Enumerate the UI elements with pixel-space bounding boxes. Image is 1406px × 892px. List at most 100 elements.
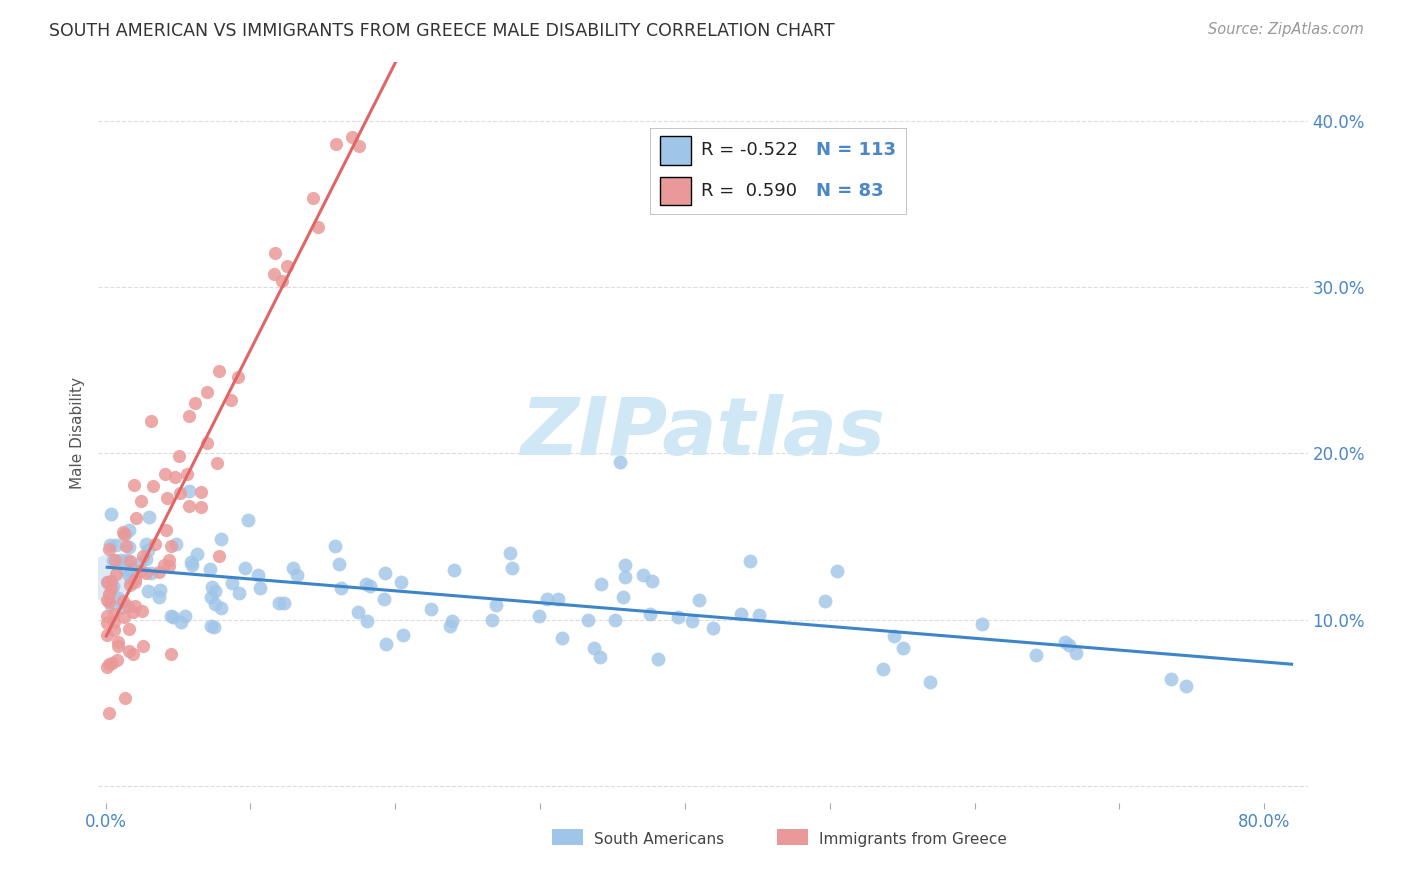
Point: [103, 615, 125, 629]
Text: ZIPatlas: ZIPatlas: [520, 393, 886, 472]
Point: [307, 219, 329, 234]
Point: [439, 619, 461, 633]
Point: [97, 541, 120, 556]
Point: [114, 691, 136, 706]
Point: [101, 656, 124, 670]
Point: [160, 609, 183, 624]
Point: [204, 584, 226, 599]
Point: [104, 553, 127, 567]
Point: [302, 191, 325, 205]
Point: [263, 245, 285, 260]
Point: [501, 561, 523, 575]
Point: [111, 525, 134, 540]
Point: [190, 500, 212, 514]
Point: [121, 605, 143, 619]
Point: [485, 598, 508, 612]
Point: [373, 592, 395, 607]
Point: [155, 467, 177, 482]
Point: [419, 602, 441, 616]
Point: [124, 572, 146, 586]
Point: [142, 478, 165, 492]
Point: [285, 568, 308, 582]
Point: [115, 539, 138, 553]
Point: [148, 565, 170, 579]
Point: [702, 621, 724, 635]
Point: [200, 618, 222, 632]
Point: [323, 539, 346, 553]
Point: [114, 527, 136, 541]
Point: [347, 605, 370, 619]
Point: [135, 566, 157, 581]
Point: [527, 608, 550, 623]
Point: [389, 575, 412, 590]
Point: [170, 615, 193, 629]
Point: [145, 537, 167, 551]
Point: [165, 537, 187, 551]
Point: [184, 395, 207, 409]
Point: [121, 647, 143, 661]
Text: N = 83: N = 83: [817, 182, 884, 200]
Point: [204, 597, 226, 611]
Point: [160, 539, 183, 553]
Point: [141, 414, 163, 428]
Point: [122, 478, 145, 492]
Point: [117, 599, 139, 613]
Point: [374, 566, 396, 581]
Point: [233, 561, 256, 575]
Point: [893, 640, 915, 655]
Point: [276, 260, 298, 274]
Point: [273, 596, 295, 610]
Point: [195, 436, 218, 450]
Point: [135, 536, 157, 550]
Point: [249, 581, 271, 595]
Point: [156, 491, 179, 505]
Point: [103, 607, 125, 622]
Point: [200, 590, 222, 604]
Point: [177, 499, 200, 513]
Point: [112, 527, 135, 541]
Point: [190, 485, 212, 500]
Point: [96, 616, 118, 631]
Point: [129, 557, 152, 571]
Point: [162, 609, 184, 624]
Point: [149, 582, 172, 597]
Point: [132, 639, 155, 653]
Point: [160, 648, 183, 662]
Point: [681, 614, 703, 628]
Point: [688, 593, 710, 607]
Point: [148, 590, 170, 604]
Point: [131, 549, 153, 563]
Point: [118, 567, 141, 582]
Point: [103, 579, 125, 593]
Point: [112, 609, 135, 624]
Point: [209, 532, 232, 546]
Point: [226, 369, 249, 384]
Point: [208, 364, 231, 378]
Point: [883, 629, 905, 643]
Point: [98, 571, 121, 585]
Point: [101, 553, 124, 567]
Point: [157, 558, 180, 573]
Point: [122, 562, 145, 576]
FancyBboxPatch shape: [659, 136, 690, 164]
Point: [340, 130, 363, 145]
Point: [180, 558, 202, 573]
Point: [228, 586, 250, 600]
Point: [1025, 648, 1047, 663]
Point: [195, 385, 218, 400]
Point: [96, 574, 118, 589]
Point: [100, 598, 122, 612]
Point: [356, 615, 378, 629]
Point: [359, 579, 381, 593]
Point: [121, 562, 143, 576]
Point: [536, 591, 558, 606]
Point: [141, 566, 163, 581]
Point: [209, 600, 232, 615]
Text: Immigrants from Greece: Immigrants from Greece: [818, 832, 1007, 847]
Point: [443, 563, 465, 577]
Point: [547, 591, 569, 606]
Y-axis label: Male Disability: Male Disability: [70, 376, 86, 489]
Point: [107, 635, 129, 649]
Point: [97, 595, 120, 609]
Point: [124, 575, 146, 590]
